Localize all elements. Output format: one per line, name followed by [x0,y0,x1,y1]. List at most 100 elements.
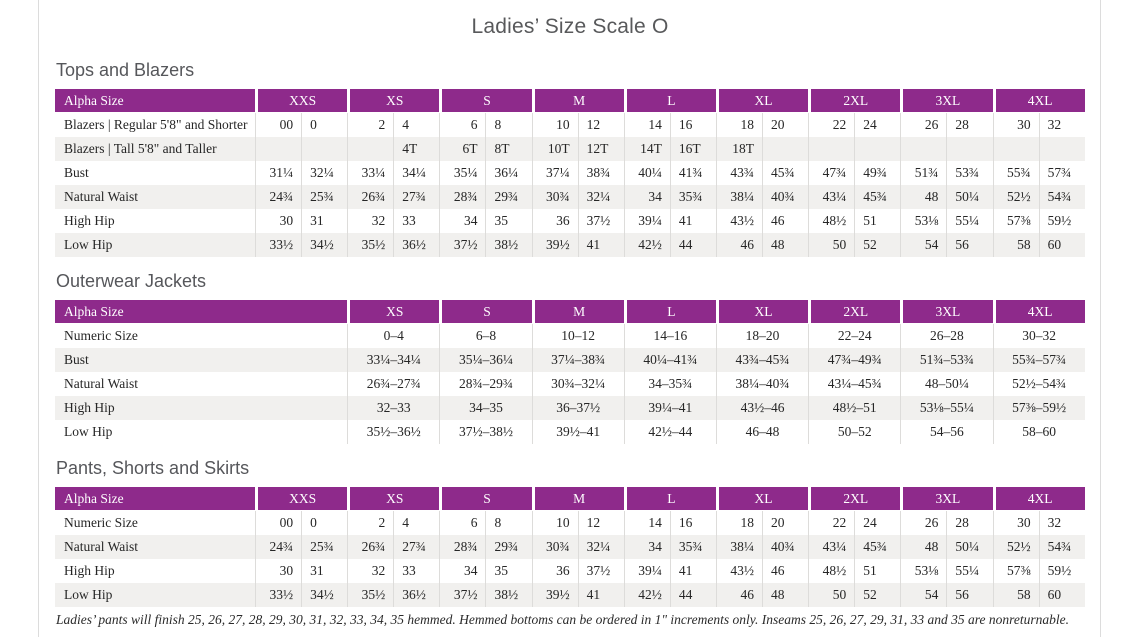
size-value-cell: 43¾ [715,161,762,185]
size-value-cell: 35 [485,209,531,233]
row-label: Bust [64,165,89,180]
size-column-header: 3XL [900,89,993,112]
size-value-cell: 35 [485,559,531,583]
size-value-cell: 58 [992,583,1039,607]
size-value-cell: 10 [531,511,578,535]
table-row: Low Hip 33½ 34½ 35½ 36½ 37½ 38½ 39½ 41 42½ 44 46 48 5… [55,233,1085,257]
size-value-cell: 48 [900,185,946,209]
size-value-cell: 28¾ [439,185,485,209]
size-value-cell: 16T [669,137,716,161]
size-value-cell: 59½ [1038,559,1085,583]
size-value-cell: 36¼ [485,161,531,185]
tables-container: Tops and Blazers Alpha Size XXS XS S M L XL 2XL 3… [55,59,1085,607]
size-value-cell: 38¼ [715,185,762,209]
size-value-cell: 29¾ [485,185,531,209]
size-table: Alpha Size XS S M L XL 2XL 3XL 4XL Numeric Size 0–… [55,300,1085,444]
size-value-cell: 0–4 [347,324,439,348]
size-column-header: XL [715,89,809,112]
size-value-cell: 30 [255,559,301,583]
size-value-cell: 57¾ [1038,161,1085,185]
size-value-cell [946,137,992,161]
size-column-header: XL [715,300,809,323]
size-value-cell: 41 [577,583,624,607]
size-value-cell: 41 [669,209,716,233]
size-value-cell: 20 [762,113,808,137]
size-value-cell: 34–35 [439,396,531,420]
size-value-cell: 0 [301,511,347,535]
size-value-cell [992,137,1039,161]
size-table-section: Pants, Shorts and Skirts Alpha Size XXS XS S… [55,457,1085,607]
size-value-cell: 52½ [992,535,1039,559]
size-column-header: M [531,300,624,323]
size-value-cell: 43¾–45¾ [715,348,808,372]
size-value-cell: 18–20 [715,324,808,348]
table-row: Natural Waist 24¾ 25¾ 26¾ 27¾ 28¾ 29¾ 30¾ 32¼ 34 3… [55,535,1085,559]
size-table: Alpha Size XXS XS S M L XL 2XL 3XL 4XL Blazers | R… [55,89,1085,257]
size-table: Alpha Size XXS XS S M L XL 2XL 3XL 4XL Numeric Siz… [55,487,1085,607]
size-scale-page: Ladies’ Size Scale O Tops and Blazers Alp… [55,0,1085,628]
table-row: Bust 31¼ 32¼ 33¼ 34¼ 35¼ 36¼ 37¼ 38¾ 40¼ 41¾ 43¾ 45¾… [55,161,1085,185]
size-value-cell [347,137,393,161]
size-value-cell: 32¼ [577,535,624,559]
size-value-cell: 30–32 [992,324,1085,348]
size-value-cell: 35¼–36¼ [439,348,531,372]
size-value-cell [854,137,900,161]
size-value-cell: 34½ [301,233,347,257]
size-column-header: M [531,487,624,510]
size-value-cell: 31 [301,559,347,583]
size-value-cell: 24¾ [255,185,301,209]
size-value-cell: 57⅜ [992,209,1039,233]
size-value-cell: 14 [623,113,670,137]
size-value-cell: 46 [762,209,808,233]
size-value-cell: 53⅛ [900,209,946,233]
size-value-cell: 39¼–41 [623,396,716,420]
size-value-cell: 32 [1038,511,1085,535]
size-value-cell: 36½ [393,233,439,257]
size-value-cell: 32 [347,209,393,233]
size-value-cell: 42½ [623,233,670,257]
size-column-header: 4XL [992,89,1085,112]
size-value-cell: 34 [623,535,670,559]
section-heading: Pants, Shorts and Skirts [56,458,250,478]
size-value-cell: 35¼ [439,161,485,185]
size-value-cell: 33 [393,559,439,583]
table-row: Natural Waist 24¾ 25¾ 26¾ 27¾ 28¾ 29¾ 30¾ 32¼ 34 3… [55,185,1085,209]
table-row: Blazers | Tall 5'8" and Taller 4T 6T 8T 10T 1… [55,137,1085,161]
size-value-cell: 38¼–40¾ [715,372,808,396]
table-row: High Hip 30 31 32 33 34 35 36 37½ 39¼ 41 43½ 46 48½ 51… [55,209,1085,233]
size-value-cell: 48 [762,583,808,607]
section-heading: Tops and Blazers [56,60,195,80]
size-value-cell: 53⅛–55¼ [900,396,992,420]
table-row: High Hip 30 31 32 33 34 35 36 37½ 39¼ 41 43½ 46 48½ 51… [55,559,1085,583]
size-value-cell: 33½ [255,583,301,607]
table-row: Low Hip 33½ 34½ 35½ 36½ 37½ 38½ 39½ 41 42½ 44 46 48 5… [55,583,1085,607]
table-header-row: Alpha Size XXS XS S M L XL 2XL 3XL 4XL [55,487,1085,510]
table-header-row: Alpha Size XS S M L XL 2XL 3XL 4XL [55,300,1085,323]
size-value-cell: 40¼–41¾ [623,348,716,372]
size-value-cell: 12 [577,511,624,535]
size-value-cell: 50¼ [946,535,992,559]
size-value-cell: 24 [854,511,900,535]
size-column-header: L [623,487,716,510]
size-value-cell: 32 [347,559,393,583]
page-border-line-left [38,0,39,637]
size-value-cell: 33 [393,209,439,233]
size-value-cell: 37½ [439,583,485,607]
size-value-cell: 45¾ [854,185,900,209]
size-value-cell: 46–48 [715,420,808,444]
size-value-cell: 2 [347,511,393,535]
size-column-header: XXS [255,89,348,112]
size-value-cell: 2 [347,113,393,137]
size-value-cell: 37¼ [531,161,578,185]
size-value-cell [255,137,301,161]
size-value-cell: 20 [762,511,808,535]
size-column-header: L [623,300,716,323]
row-label: Low Hip [64,237,113,252]
size-value-cell [301,137,347,161]
page-border-line-right [1100,0,1101,637]
size-value-cell: 10T [531,137,578,161]
size-value-cell: 38¼ [715,535,762,559]
alpha-size-header: Alpha Size [55,89,255,112]
size-value-cell: 34 [439,559,485,583]
size-value-cell: 41 [577,233,624,257]
